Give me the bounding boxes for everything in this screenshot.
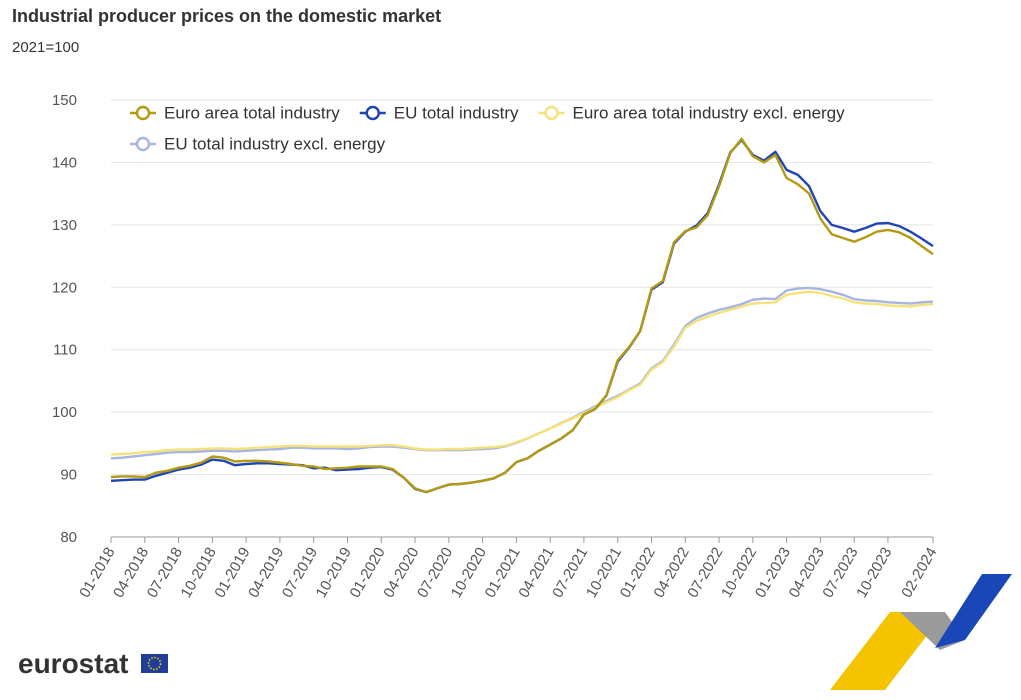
legend-marker xyxy=(544,105,559,121)
series-line xyxy=(110,286,934,460)
legend-label: Euro area total industry xyxy=(164,103,340,122)
legend-item: EU total industry xyxy=(359,103,519,122)
chart-title: Industrial producer prices on the domest… xyxy=(12,6,441,26)
y-tick-label: 90 xyxy=(60,467,77,484)
eu-stars xyxy=(147,656,162,671)
legend-marker xyxy=(135,105,151,121)
legend-label: Euro area total industry excl. energy xyxy=(573,103,846,122)
y-tick-label: 120 xyxy=(52,279,77,296)
eu-flag xyxy=(141,654,168,673)
legend-marker xyxy=(135,136,151,152)
legend-item: Euro area total industry excl. energy xyxy=(538,103,846,122)
deco-blue xyxy=(935,574,1012,648)
source-logo: eurostat xyxy=(18,648,128,679)
y-tick-label: 80 xyxy=(60,529,77,546)
decoration xyxy=(830,574,1012,690)
y-tick-label: 110 xyxy=(53,342,77,359)
y-tick-label: 150 xyxy=(52,92,77,109)
chart-subtitle: 2021=100 xyxy=(12,39,79,56)
logo: eurostat xyxy=(18,648,168,679)
series-line xyxy=(110,290,934,456)
legend-label: EU total industry xyxy=(394,103,519,122)
legend-label: EU total industry excl. energy xyxy=(164,134,386,153)
y-tick-label: 100 xyxy=(52,404,77,421)
legend-marker xyxy=(365,105,380,121)
x-tick-label: 02-2024 xyxy=(898,545,940,601)
y-tick-label: 130 xyxy=(52,217,77,234)
legend-item: EU total industry excl. energy xyxy=(130,134,386,153)
series-line xyxy=(110,137,934,494)
deco-yellow xyxy=(830,612,945,690)
legend-item: Euro area total industry xyxy=(130,103,340,122)
y-tick-label: 140 xyxy=(52,154,77,171)
